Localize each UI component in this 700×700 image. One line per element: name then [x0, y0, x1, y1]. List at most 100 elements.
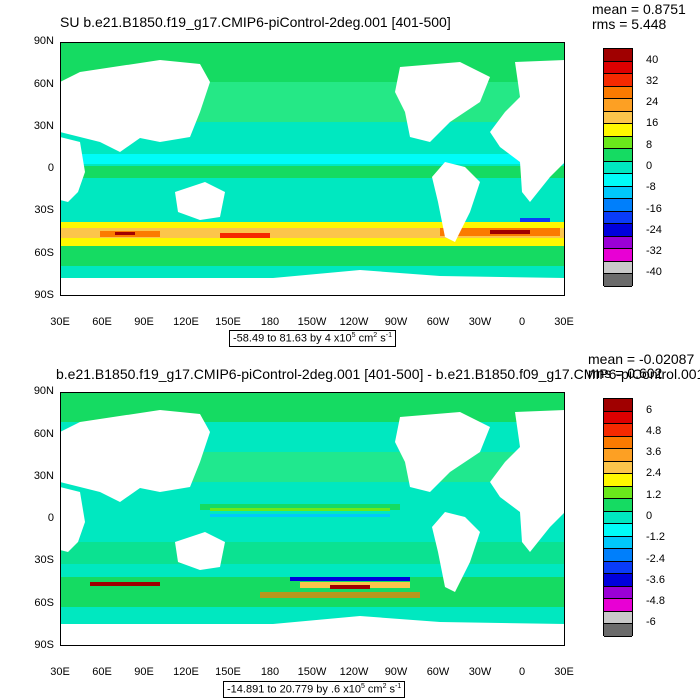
top-colorbar-swatch [604, 61, 632, 75]
top-colorbar-swatch [604, 199, 632, 212]
top-colorbar-swatch [604, 236, 632, 250]
bottom-lon-label: 90W [384, 666, 408, 678]
bottom-lon-label: 30W [468, 666, 492, 678]
bottom-lat-label-60s: 60S [34, 597, 54, 609]
top-lon-label: 120E [173, 316, 199, 328]
bottom-colorbar-swatch [604, 549, 632, 562]
top-colorbar-swatch [604, 161, 632, 175]
top-colorbar-swatch [604, 124, 632, 137]
top-lat-label-60n: 60N [33, 78, 54, 90]
bottom-lon-label: 0 [518, 666, 526, 678]
top-map-title: SU b.e21.B1850.f19_g17.CMIP6-piControl-2… [60, 14, 451, 30]
bottom-colorbar [603, 398, 633, 637]
top-colorbar-swatch [604, 211, 632, 225]
bottom-colorbar-swatch [604, 586, 632, 600]
top-colorbar-label: -8 [646, 181, 656, 194]
bottom-colorbar-swatch [604, 474, 632, 487]
bottom-colorbar-label: -4.8 [646, 595, 665, 608]
top-colorbar-label: -32 [646, 245, 662, 258]
top-lon-label: 30W [468, 316, 492, 328]
bottom-lon-label: 120W [339, 666, 369, 678]
bottom-colorbar-swatch [604, 511, 632, 525]
top-colorbar-swatch [604, 86, 632, 100]
bottom-colorbar-label: 3.6 [646, 446, 662, 459]
top-lat-label-90s: 90S [34, 289, 54, 301]
top-lon-label: 150E [215, 316, 241, 328]
bottom-colorbar-label: 0 [646, 510, 653, 522]
bottom-mean-stat: mean = -0.02087 [588, 351, 695, 367]
bottom-colorbar-swatch [604, 449, 632, 462]
bottom-colorbar-swatch [604, 561, 632, 575]
bottom-colorbar-swatch [604, 524, 632, 537]
bottom-colorbar-swatch [604, 611, 632, 625]
bottom-colorbar-swatch [604, 574, 632, 587]
bottom-lat-label-90n: 90N [33, 385, 54, 397]
top-colorbar-label: -16 [646, 202, 662, 215]
top-mean-stat: mean = 0.8751 [592, 1, 686, 17]
top-map-plot [60, 42, 565, 296]
top-colorbar-swatch [604, 249, 632, 262]
top-lon-label: 60E [92, 316, 112, 328]
bottom-colorbar-swatch [604, 599, 632, 612]
top-colorbar-swatch [604, 49, 632, 62]
bottom-contour-range-label: -14.891 to 20.779 by .6 x105 cm2 s-1 [223, 681, 406, 698]
top-lat-label-60s: 60S [34, 247, 54, 259]
top-lon-label: 120W [339, 316, 369, 328]
bottom-colorbar-label: 1.2 [646, 488, 662, 501]
bottom-lon-label: 150E [215, 666, 241, 678]
bottom-map-panel: b.e21.B1850.f19_g17.CMIP6-piControl-2deg… [0, 350, 700, 700]
bottom-lon-label: 60W [426, 666, 450, 678]
top-colorbar-label: -24 [646, 223, 662, 236]
top-colorbar-label: -40 [646, 266, 662, 279]
bottom-colorbar-swatch [604, 411, 632, 425]
bottom-colorbar-label: -6 [646, 616, 656, 629]
top-contour-range-label: -58.49 to 81.63 by 4 x105 cm2 s-1 [229, 330, 396, 347]
bottom-colorbar-swatch [604, 461, 632, 475]
bottom-lat-label-90s: 90S [34, 639, 54, 651]
bottom-lon-label: 30E [50, 666, 70, 678]
bottom-lat-label-30s: 30S [34, 554, 54, 566]
bottom-colorbar-label: -2.4 [646, 552, 665, 565]
top-colorbar-swatch [604, 74, 632, 87]
bottom-lon-label: 30E [554, 666, 574, 678]
top-colorbar-label: 0 [646, 160, 653, 172]
bottom-lon-label: 120E [173, 666, 199, 678]
bottom-lat-label-0: 0 [47, 512, 54, 524]
top-colorbar-swatch [604, 274, 632, 287]
top-lon-label: 90W [384, 316, 408, 328]
top-lon-label: 60W [426, 316, 450, 328]
top-colorbar-label: 40 [646, 53, 659, 66]
top-colorbar-label: 8 [646, 138, 653, 151]
bottom-colorbar-label: 4.8 [646, 424, 662, 437]
bottom-lat-label-60n: 60N [33, 428, 54, 440]
bottom-lat-label-30n: 30N [33, 470, 54, 482]
top-rms-stat: rms = 5.448 [592, 16, 667, 32]
bottom-colorbar-label: -3.6 [646, 573, 665, 586]
bottom-colorbar-swatch [604, 624, 632, 637]
top-lat-label-30s: 30S [34, 204, 54, 216]
bottom-lon-label: 180 [260, 666, 280, 678]
top-colorbar-swatch [604, 174, 632, 187]
bottom-colorbar-swatch [604, 536, 632, 550]
bottom-map-title: b.e21.B1850.f19_g17.CMIP6-piControl-2deg… [56, 366, 700, 382]
top-lon-label: 0 [518, 316, 526, 328]
top-lat-label-0: 0 [47, 162, 54, 174]
top-lat-label-90n: 90N [33, 35, 54, 47]
top-lon-label: 150W [297, 316, 327, 328]
top-colorbar-label: 32 [646, 74, 659, 87]
top-colorbar-label: 16 [646, 117, 659, 130]
top-lon-label: 90E [134, 316, 154, 328]
bottom-colorbar-label: 2.4 [646, 467, 662, 480]
top-lat-label-30n: 30N [33, 120, 54, 132]
bottom-colorbar-label: -1.2 [646, 531, 665, 544]
bottom-lon-label: 60E [92, 666, 112, 678]
bottom-rms-stat: rms = 0.602 [588, 365, 663, 381]
bottom-colorbar-swatch [604, 424, 632, 437]
top-colorbar [603, 48, 633, 287]
top-colorbar-swatch [604, 99, 632, 112]
top-colorbar-swatch [604, 149, 632, 162]
bottom-colorbar-swatch [604, 436, 632, 450]
top-colorbar-swatch [604, 186, 632, 200]
bottom-map-plot [60, 392, 565, 646]
top-lon-label: 30E [554, 316, 574, 328]
